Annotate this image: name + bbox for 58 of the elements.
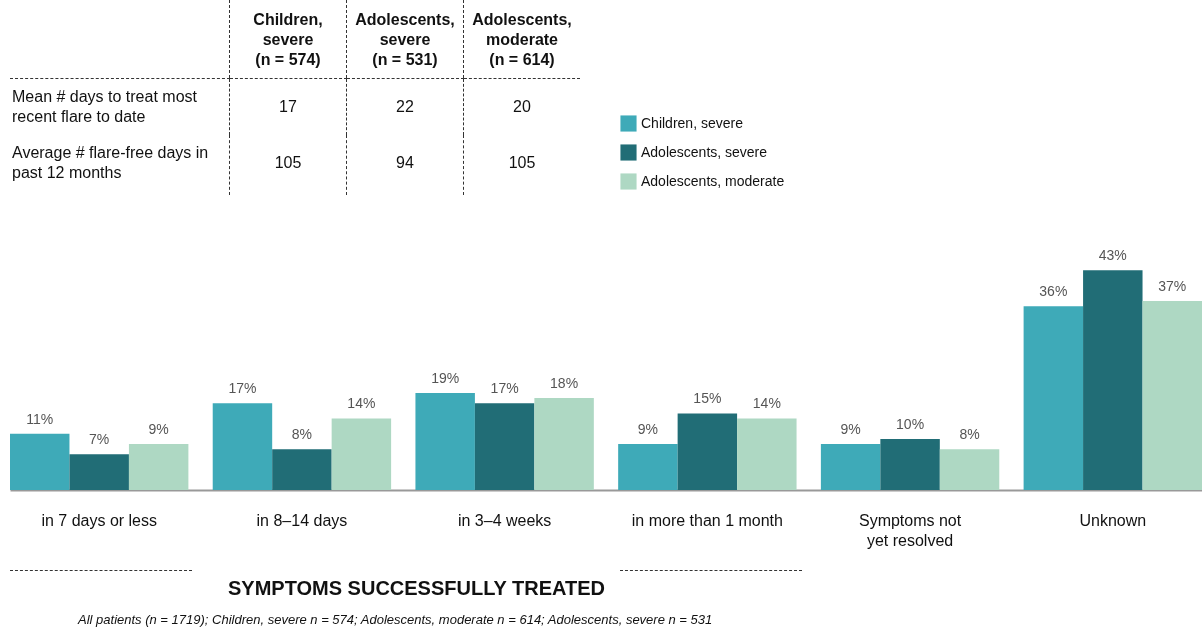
- data-label: 17: [229, 78, 347, 135]
- x-tick-label: Symptoms not yet resolved: [858, 511, 962, 549]
- bar: [1083, 270, 1143, 490]
- data-label: 19%: [431, 369, 460, 386]
- x-tick-label: Adolescents, severe (n = 531): [346, 0, 464, 79]
- bar: [677, 413, 738, 490]
- bar: [534, 398, 594, 490]
- data-label: 94: [346, 135, 464, 195]
- data-label: 18%: [550, 375, 579, 392]
- bar: [10, 433, 70, 490]
- data-label: 7%: [89, 431, 110, 448]
- bar: [128, 444, 189, 490]
- bar: [939, 449, 1000, 490]
- x-tick-label: in 7 days or less: [41, 511, 157, 529]
- data-label: 37%: [1158, 278, 1187, 295]
- data-label: 8%: [291, 426, 313, 443]
- x-tick-label: Adolescents, moderate (n = 614): [463, 0, 580, 79]
- data-label: 17%: [490, 380, 519, 397]
- data-label: 22: [346, 78, 464, 135]
- data-label: 105: [229, 135, 347, 195]
- data-label: 9%: [637, 421, 659, 438]
- data-label: 36%: [1039, 283, 1068, 300]
- data-label: 15%: [693, 390, 722, 407]
- data-label: 14%: [752, 395, 781, 412]
- bar: [474, 403, 535, 490]
- data-label: 20: [463, 78, 580, 135]
- data-label: 8%: [959, 426, 980, 443]
- data-label: 9%: [840, 421, 861, 438]
- bar: [69, 454, 129, 490]
- data-label: 105: [463, 135, 580, 195]
- bar: [272, 449, 332, 490]
- data-label: 43%: [1098, 247, 1127, 264]
- x-tick-label: in 3–4 weeks: [457, 511, 552, 529]
- x-tick-label: in more than 1 month: [631, 511, 783, 529]
- y-tick-label: Average # flare-free days in past 12 months: [11, 143, 210, 183]
- bar: [1142, 301, 1202, 490]
- bar: [331, 418, 392, 490]
- legend-label: Children, severe: [641, 114, 744, 131]
- text: All patients (n = 1719); Children, severe n = 574; Adolescents, moderate n = 614; Adolescents, severe n = 531: [78, 612, 713, 627]
- bar: [212, 403, 273, 490]
- data-label: 10%: [896, 415, 925, 432]
- bar: [1023, 306, 1084, 490]
- data-label: 14%: [347, 395, 376, 412]
- bar: [880, 438, 940, 490]
- data-label: 11%: [26, 410, 54, 427]
- legend-label: Adolescents, moderate: [641, 172, 785, 189]
- x-axis-title: SYMPTOMS SUCCESSFULLY TREATED: [227, 576, 606, 599]
- bar: [820, 444, 881, 490]
- data-label: 9%: [148, 421, 169, 438]
- bar: [737, 418, 797, 490]
- x-tick-label: Unknown: [1079, 511, 1147, 529]
- x-tick-label: in 8–14 days: [256, 511, 348, 529]
- y-tick-label: Mean # days to treat most recent flare to date: [11, 87, 198, 127]
- bar: [618, 444, 678, 490]
- legend-label: Adolescents, severe: [641, 143, 768, 160]
- data-label: 17%: [228, 380, 257, 397]
- x-tick-label: Children, severe (n = 574): [229, 0, 347, 79]
- bar: [415, 392, 475, 490]
